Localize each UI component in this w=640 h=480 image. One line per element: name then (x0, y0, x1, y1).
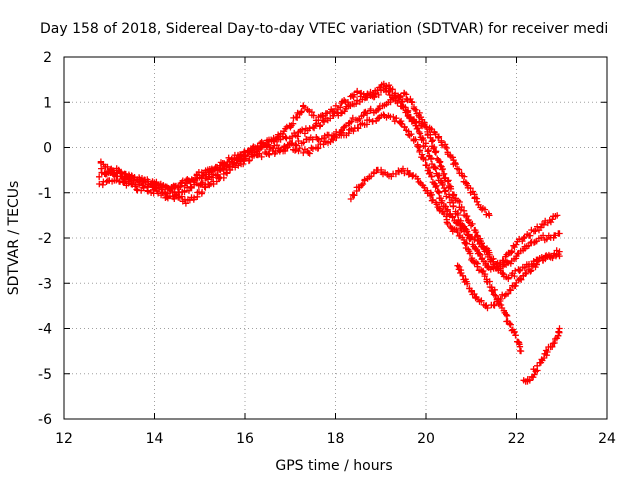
y-axis-label: SDTVAR / TECUs (6, 181, 22, 296)
x-tick-label: 24 (598, 431, 616, 447)
series-markers (454, 250, 563, 312)
x-axis-label: GPS time / hours (275, 458, 392, 474)
y-tick-label: -2 (38, 231, 52, 247)
series-track-7 (520, 325, 563, 385)
series-track-6 (454, 250, 563, 312)
y-tick-label: -1 (38, 186, 52, 202)
x-tick-label: 22 (508, 431, 526, 447)
series-markers (96, 89, 563, 274)
x-tick-label: 16 (236, 431, 254, 447)
axis-ticks (63, 56, 608, 420)
x-tick-label: 18 (327, 431, 345, 447)
series-markers (97, 85, 493, 219)
series-markers (98, 111, 563, 282)
y-tick-label: 0 (43, 141, 52, 157)
y-tick-label: -6 (38, 412, 52, 428)
grid-lines (64, 57, 607, 419)
y-tick-label: 1 (43, 95, 52, 111)
series-markers (520, 325, 563, 385)
series-markers (347, 165, 525, 355)
y-tick-label: -3 (38, 276, 52, 292)
x-tick-label: 12 (55, 431, 73, 447)
y-tick-label: -5 (38, 367, 52, 383)
series-track-3 (98, 111, 563, 282)
series-track-5 (347, 165, 525, 355)
y-tick-label: -4 (38, 322, 52, 338)
x-tick-labels: 12 14 16 18 20 22 24 (55, 431, 616, 447)
y-tick-labels: 2 1 0 -1 -2 -3 -4 -5 -6 (38, 50, 52, 428)
series-track-2 (96, 89, 563, 274)
y-tick-label: 2 (43, 50, 52, 66)
series-track-4 (97, 85, 493, 219)
data-series (96, 80, 563, 385)
x-tick-label: 20 (417, 431, 435, 447)
chart-title: Day 158 of 2018, Sidereal Day-to-day VTE… (40, 21, 608, 37)
x-tick-label: 14 (146, 431, 164, 447)
